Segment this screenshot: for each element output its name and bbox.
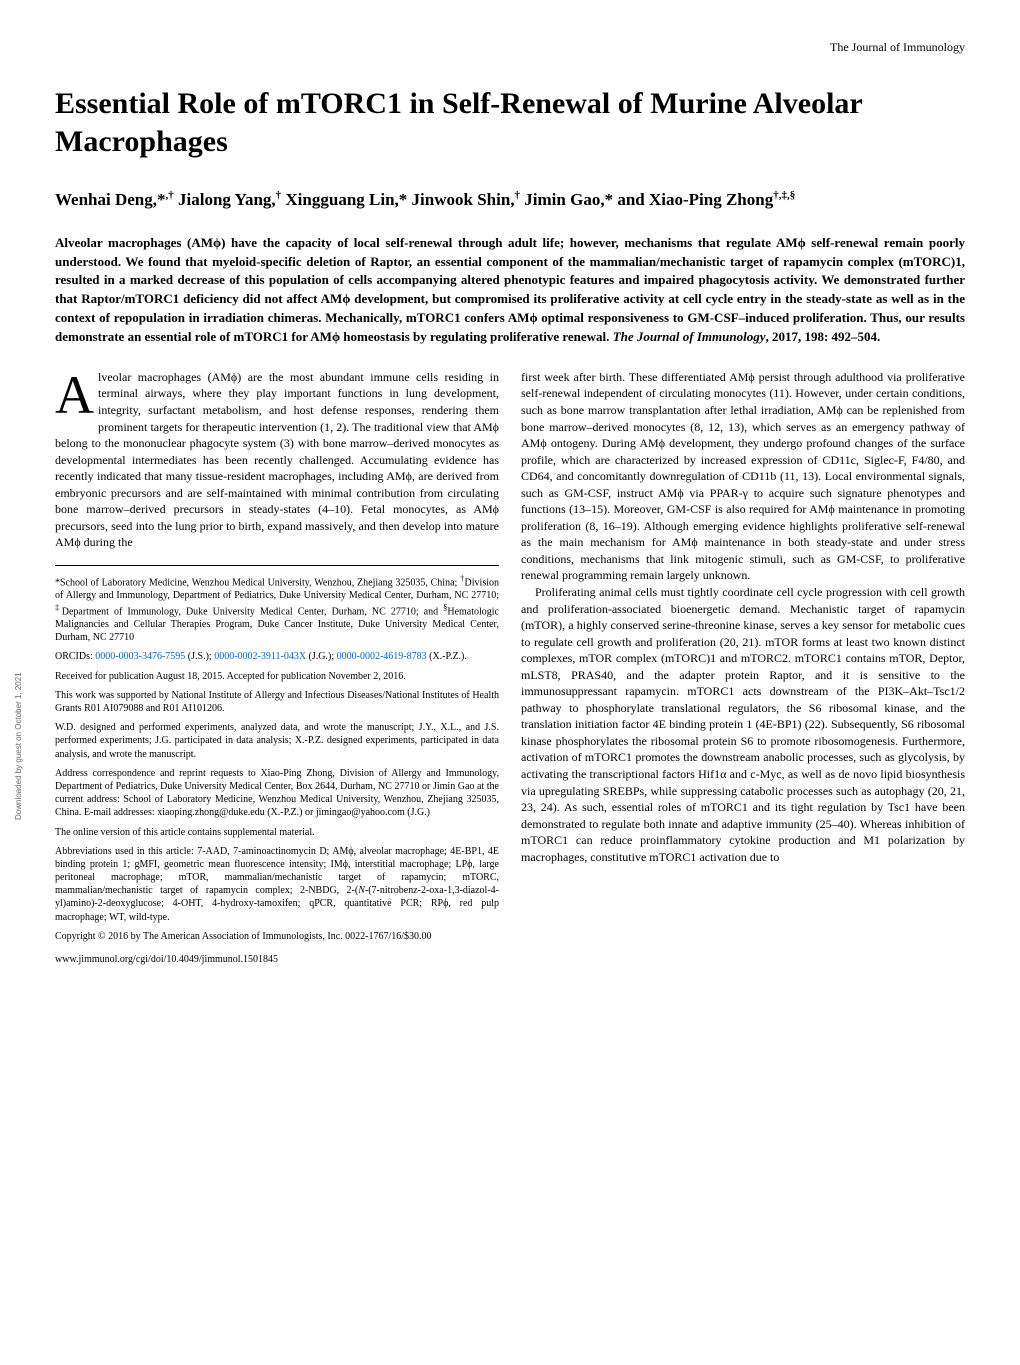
affiliations-footnote: *School of Laboratory Medicine, Wenzhou … bbox=[55, 574, 499, 645]
article-title: Essential Role of mTORC1 in Self-Renewal… bbox=[55, 85, 965, 160]
right-column: first week after birth. These differenti… bbox=[521, 369, 965, 972]
dates-footnote: Received for publication August 18, 2015… bbox=[55, 670, 499, 683]
correspondence-footnote: Address correspondence and reprint reque… bbox=[55, 767, 499, 820]
download-notice: Downloaded by guest on October 1, 2021 bbox=[14, 672, 23, 820]
body-paragraph: A lveolar macrophages (AMϕ) are the most… bbox=[55, 369, 499, 551]
footnote-separator bbox=[55, 565, 499, 566]
body-text: lveolar macrophages (AMϕ) are the most a… bbox=[55, 370, 499, 549]
abbreviations-footnote: Abbreviations used in this article: 7-AA… bbox=[55, 845, 499, 924]
orcid-footnote: ORCIDs: 0000-0003-3476-7595 (J.S.); 0000… bbox=[55, 650, 499, 663]
copyright-footnote: Copyright © 2016 by The American Associa… bbox=[55, 930, 499, 943]
running-head: The Journal of Immunology bbox=[55, 40, 965, 55]
left-column: A lveolar macrophages (AMϕ) are the most… bbox=[55, 369, 499, 972]
dropcap: A bbox=[55, 369, 98, 419]
body-paragraph: first week after birth. These differenti… bbox=[521, 369, 965, 584]
authors: Wenhai Deng,*,† Jialong Yang,† Xingguang… bbox=[55, 188, 965, 212]
body-columns: A lveolar macrophages (AMϕ) are the most… bbox=[55, 369, 965, 972]
funding-footnote: This work was supported by National Inst… bbox=[55, 689, 499, 715]
doi-url: www.jimmunol.org/cgi/doi/10.4049/jimmuno… bbox=[55, 953, 499, 966]
contributions-footnote: W.D. designed and performed experiments,… bbox=[55, 721, 499, 761]
abstract: Alveolar macrophages (AMϕ) have the capa… bbox=[55, 234, 965, 347]
body-paragraph: Proliferating animal cells must tightly … bbox=[521, 584, 965, 865]
supplement-footnote: The online version of this article conta… bbox=[55, 826, 499, 839]
